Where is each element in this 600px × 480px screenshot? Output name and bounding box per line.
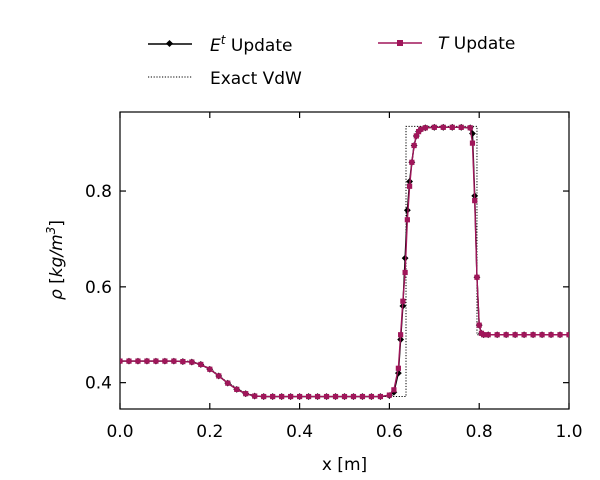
y-tick-label: 0.8 bbox=[85, 182, 112, 202]
data-point-t-update bbox=[458, 124, 464, 130]
data-point-t-update bbox=[481, 332, 487, 338]
series-layer bbox=[120, 123, 569, 400]
data-point-e-t-update bbox=[394, 369, 402, 377]
data-point-t-update bbox=[153, 358, 159, 364]
data-point-t-update bbox=[391, 387, 397, 393]
data-point-t-update bbox=[198, 361, 204, 368]
data-point-t-update bbox=[566, 332, 569, 338]
x-tick-label: 0.4 bbox=[286, 422, 313, 442]
data-point-t-update bbox=[225, 380, 231, 386]
data-point-t-update bbox=[216, 373, 222, 379]
data-point-t-update bbox=[279, 393, 285, 400]
data-point-t-update bbox=[126, 358, 132, 364]
y-tick-label: 0.6 bbox=[85, 278, 112, 298]
data-point-t-update bbox=[323, 393, 330, 400]
data-point-t-update bbox=[135, 358, 141, 364]
data-point-t-update bbox=[297, 393, 303, 400]
data-point-t-update bbox=[341, 393, 348, 400]
data-point-t-update bbox=[314, 393, 321, 400]
data-point-t-update bbox=[539, 332, 545, 338]
data-point-t-update bbox=[395, 365, 401, 371]
data-point-t-update bbox=[261, 393, 267, 400]
data-point-t-update bbox=[270, 393, 276, 400]
series-line-e-t-update bbox=[120, 126, 569, 398]
legend-marker-et-update bbox=[165, 39, 174, 48]
data-point-t-update bbox=[413, 133, 419, 139]
x-tick-label: 0.0 bbox=[106, 422, 133, 442]
data-point-t-update bbox=[171, 358, 177, 364]
data-point-t-update bbox=[120, 358, 123, 364]
data-point-t-update bbox=[485, 332, 491, 338]
legend-label-exact-vdw: Exact VdW bbox=[210, 69, 302, 89]
data-point-t-update bbox=[469, 140, 476, 146]
data-point-t-update bbox=[243, 391, 249, 397]
data-point-t-update bbox=[288, 393, 294, 400]
data-point-t-update bbox=[472, 198, 478, 204]
data-point-t-update bbox=[386, 392, 392, 398]
data-point-t-update bbox=[377, 393, 384, 400]
legend-label-t-update: T Update bbox=[438, 34, 515, 54]
data-point-t-update bbox=[449, 124, 455, 130]
legend-marker-t-update bbox=[397, 40, 403, 46]
data-point-t-update bbox=[305, 393, 312, 400]
data-point-t-update bbox=[548, 332, 554, 338]
data-point-t-update bbox=[474, 274, 480, 280]
data-point-t-update bbox=[440, 124, 446, 130]
data-point-t-update bbox=[530, 332, 536, 338]
data-point-t-update bbox=[400, 298, 406, 304]
plot-frame bbox=[119, 111, 570, 410]
data-point-t-update bbox=[418, 126, 424, 132]
data-point-t-update bbox=[467, 125, 473, 131]
data-point-t-update bbox=[252, 393, 258, 399]
legend-entry-et-update: Et Update bbox=[148, 33, 292, 56]
legend: Et Update T Update Exact VdW bbox=[148, 33, 515, 89]
data-point-t-update bbox=[557, 332, 563, 338]
data-point-t-update bbox=[409, 159, 415, 165]
y-axis-label: ρ [kg/m3] bbox=[44, 220, 67, 300]
data-point-t-update bbox=[180, 358, 186, 365]
data-point-t-update bbox=[207, 366, 213, 372]
ticks-layer: 0.0 0.2 0.4 0.6 0.8 1.0 0.4 0.6 0.8 bbox=[85, 112, 583, 442]
x-tick-label: 0.2 bbox=[196, 422, 223, 442]
data-point-t-update bbox=[144, 358, 150, 364]
data-point-t-update bbox=[407, 183, 413, 189]
data-point-t-update bbox=[512, 332, 518, 338]
x-tick-label: 1.0 bbox=[555, 422, 582, 442]
data-point-t-update bbox=[411, 142, 417, 149]
legend-label-et-update: Et Update bbox=[210, 33, 292, 56]
data-point-t-update bbox=[521, 332, 527, 338]
series-line-t-update bbox=[120, 126, 569, 398]
data-point-t-update bbox=[494, 332, 500, 338]
data-point-t-update bbox=[503, 332, 509, 338]
x-tick-label: 0.8 bbox=[466, 422, 493, 442]
data-point-t-update bbox=[359, 393, 366, 400]
data-point-t-update bbox=[332, 393, 339, 400]
data-point-t-update bbox=[404, 217, 410, 223]
legend-entry-exact-vdw: Exact VdW bbox=[148, 69, 302, 89]
data-point-t-update bbox=[476, 322, 482, 328]
data-point-t-update bbox=[189, 359, 195, 365]
x-tick-label: 0.6 bbox=[376, 422, 403, 442]
data-point-t-update bbox=[162, 358, 168, 364]
legend-entry-t-update: T Update bbox=[378, 34, 515, 54]
data-point-t-update bbox=[402, 269, 408, 276]
x-axis-label: x [m] bbox=[322, 455, 367, 475]
data-point-t-update bbox=[368, 393, 375, 400]
data-point-t-update bbox=[350, 393, 357, 400]
y-tick-label: 0.4 bbox=[85, 374, 112, 394]
data-point-t-update bbox=[398, 332, 404, 338]
data-point-t-update bbox=[431, 124, 437, 130]
data-point-t-update bbox=[234, 386, 240, 392]
series-line-exact-vdw bbox=[120, 125, 569, 398]
data-point-t-update bbox=[422, 125, 428, 131]
